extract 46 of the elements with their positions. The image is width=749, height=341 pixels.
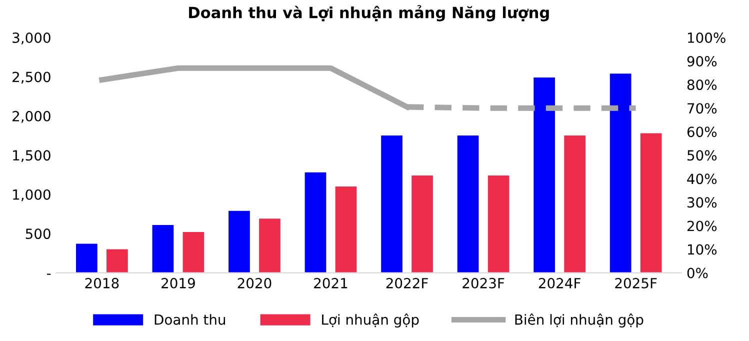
x-tick-label: 2019 — [162, 278, 195, 288]
x-tick-label: 2018 — [85, 278, 119, 288]
y2-tick-label: 70% — [688, 103, 717, 114]
bar — [610, 74, 632, 273]
legend-label: Lợi nhuận gộp — [322, 314, 419, 328]
y-tick-label: 3,000 — [12, 32, 50, 44]
x-tick-label: 2023F — [462, 278, 504, 288]
y2-tick-label: 80% — [687, 80, 717, 90]
x-tick-label: 2020 — [238, 278, 272, 288]
y2-tick-label: 100% — [688, 32, 726, 43]
legend-label: Doanh thu — [154, 314, 226, 325]
bar — [564, 136, 586, 273]
y-tick-label: 2,000 — [12, 110, 50, 123]
bar — [259, 218, 280, 273]
bar — [106, 249, 128, 273]
y2-tick-label: 50% — [688, 150, 717, 161]
y2-tick-label: 20% — [687, 220, 717, 232]
x-tick-label: 2021 — [314, 278, 348, 288]
y-tick-label: 1,000 — [13, 189, 50, 202]
bar — [640, 133, 662, 273]
bar — [182, 232, 204, 273]
bar — [488, 176, 510, 273]
y-tick-label: 500 — [26, 228, 50, 240]
y-tick-label: 2,500 — [12, 72, 50, 84]
bar — [76, 244, 98, 273]
bar — [381, 136, 402, 273]
x-tick-label: 2025F — [615, 278, 657, 288]
bar — [304, 172, 326, 273]
bar — [228, 210, 250, 273]
y2-tick-label: 60% — [687, 126, 717, 138]
y2-tick-label: 10% — [688, 244, 717, 255]
x-tick-label: 2024F — [538, 278, 580, 288]
bar — [534, 78, 555, 273]
bar — [457, 136, 479, 273]
y-tick-label: 1,500 — [13, 150, 50, 162]
chart-title: Doanh thu và Lợi nhuận mảng Năng lượng — [189, 5, 549, 22]
y-tick-label: - — [46, 274, 51, 275]
bar — [152, 224, 174, 273]
x-tick-label: 2022F — [386, 278, 428, 288]
y2-tick-label: 30% — [688, 197, 717, 208]
bar — [335, 186, 357, 273]
y2-tick-label: 90% — [687, 56, 717, 67]
bar — [412, 176, 433, 273]
y2-tick-label: 0% — [687, 268, 708, 278]
legend-label: Biên lợi nhuận gộp — [515, 314, 644, 328]
y2-tick-label: 40% — [687, 174, 717, 184]
